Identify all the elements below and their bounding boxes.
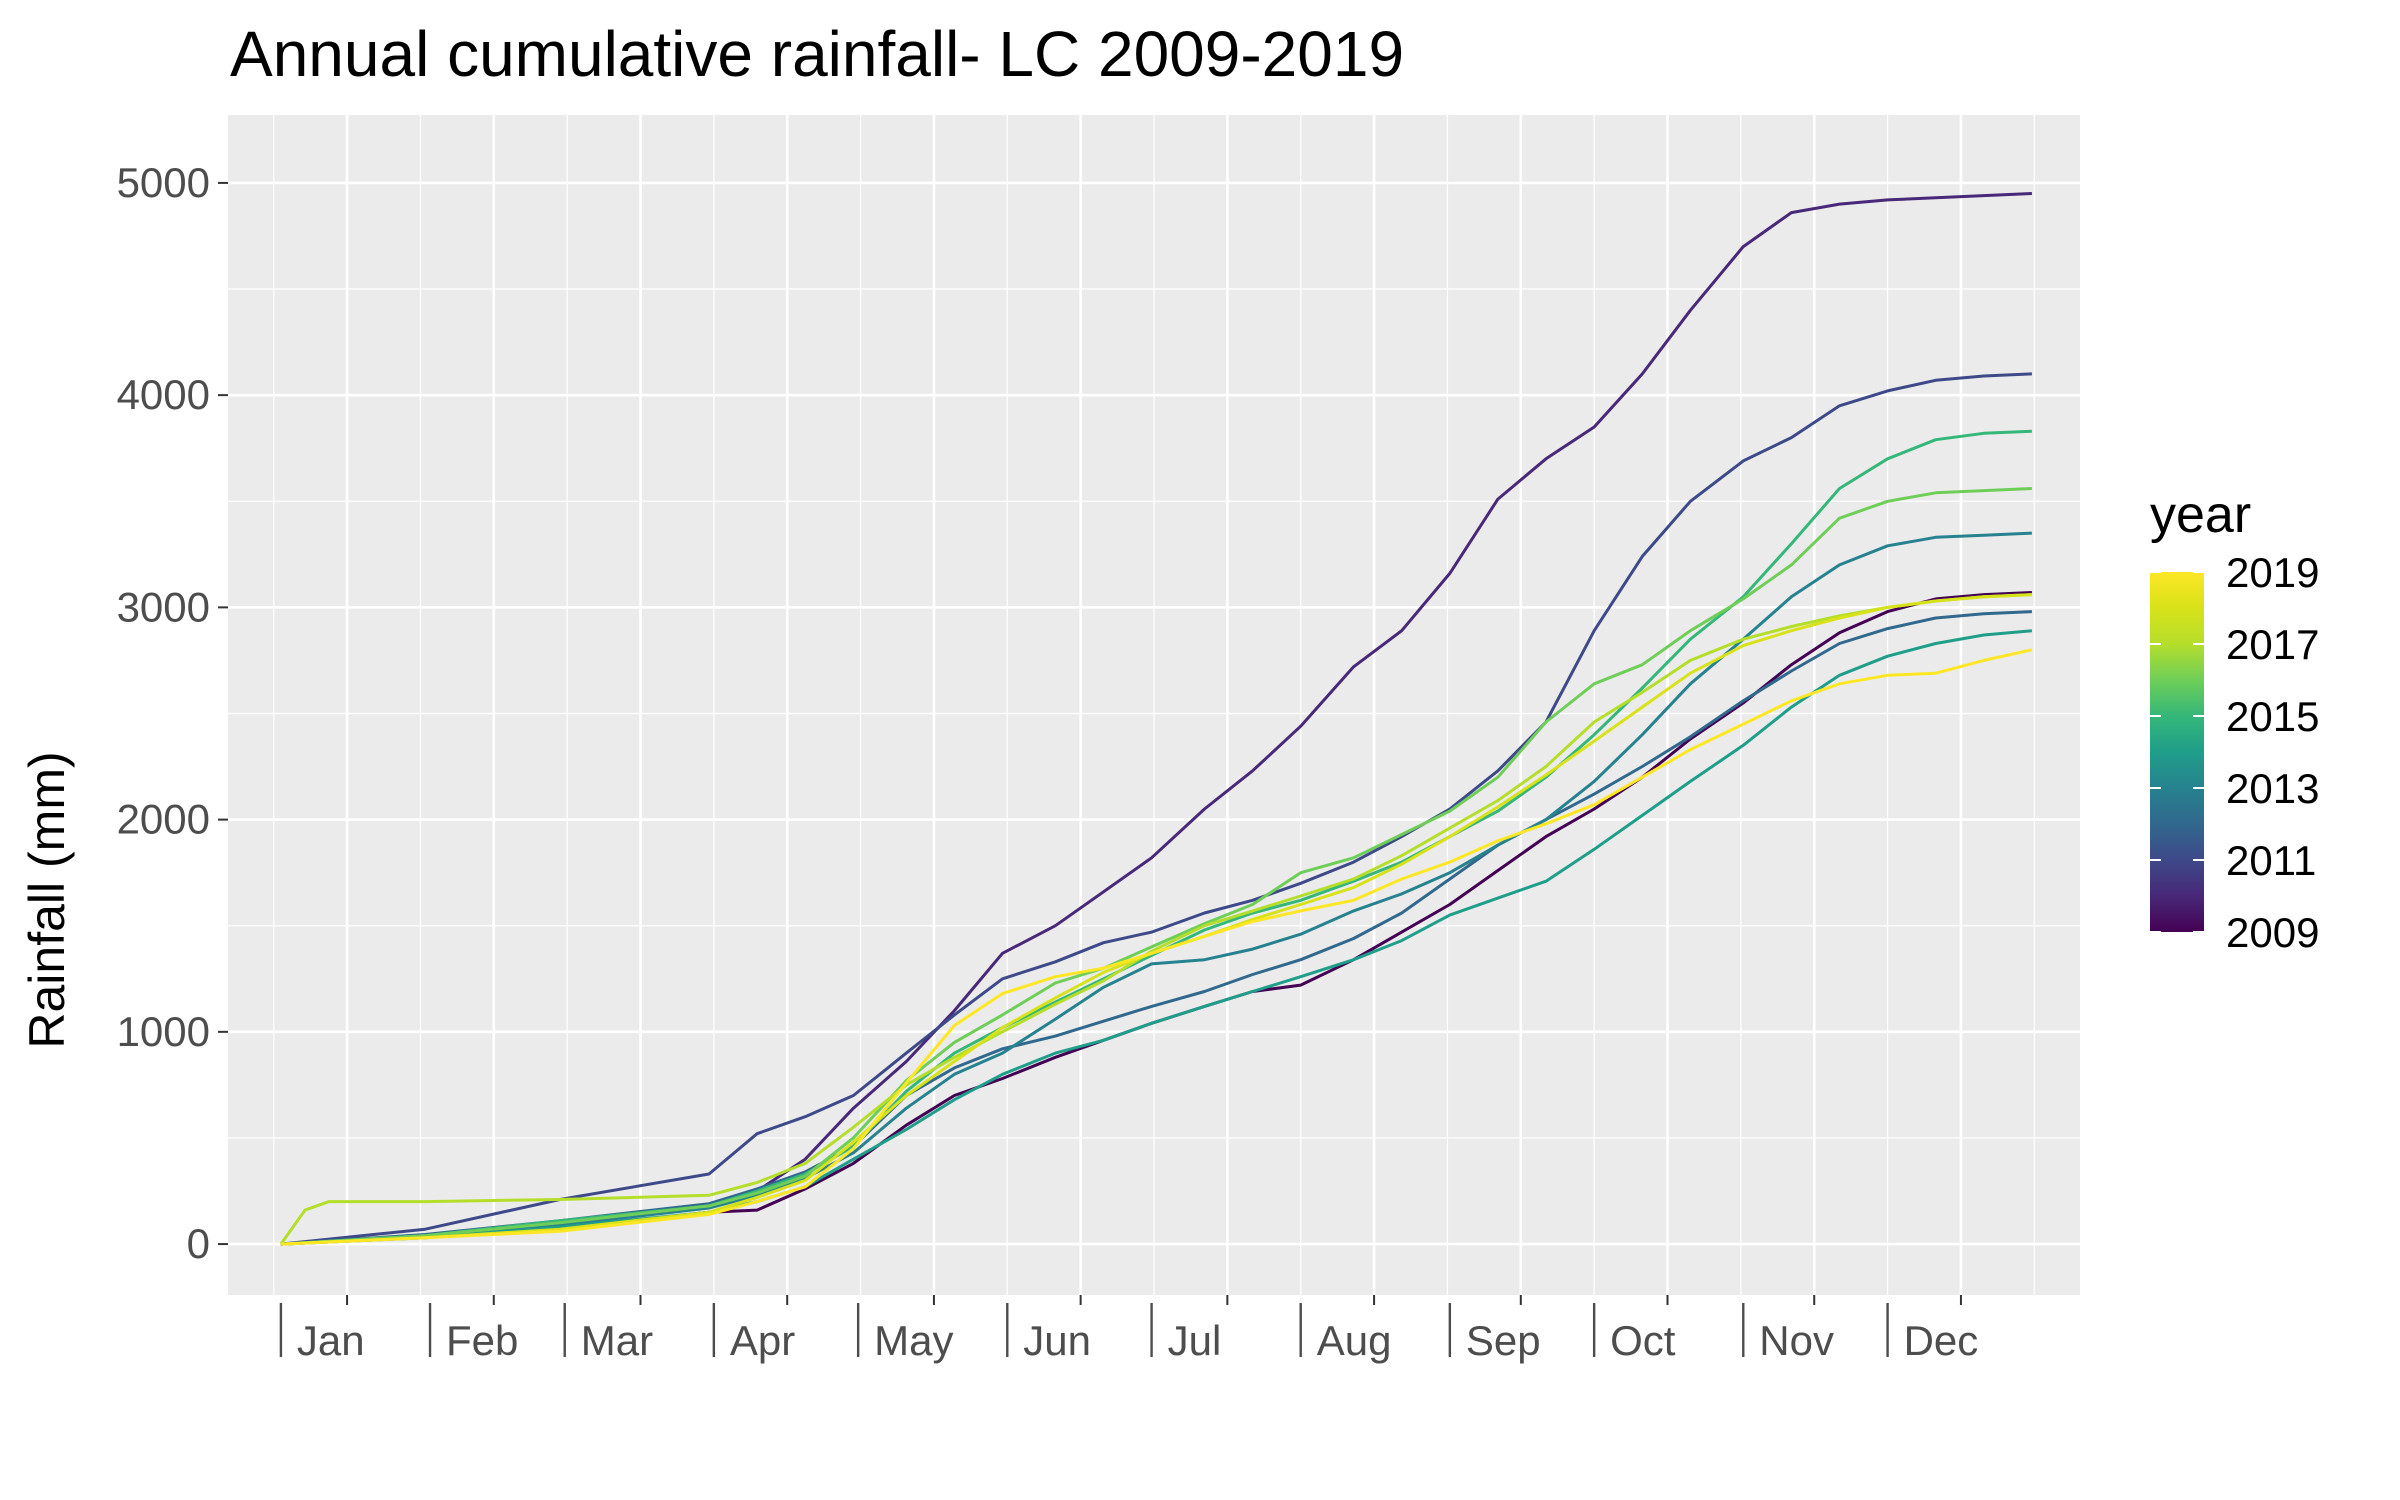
series-line-2010 [280,192,2032,1246]
y-axis-title: Rainfall (mm) [19,751,75,1048]
series-line-2015 [280,429,2032,1246]
x-tick-label: Jul [1168,1317,1222,1364]
legend: year 2019 2017 2015 2013 2011 2009 [2150,486,2319,956]
y-tick-label: 0 [187,1220,210,1267]
x-tick-label: Aug [1317,1317,1392,1364]
y-tick-label: 4000 [117,371,210,418]
x-tick-label: Mar [581,1317,653,1364]
grid-major [228,115,2080,1295]
series-layer [279,192,2033,1246]
legend-label: 2011 [2226,837,2316,884]
x-tick-label: May [874,1317,953,1364]
x-tick-label: Jan [297,1317,365,1364]
legend-colorbar [2150,572,2204,932]
series-line-2011 [280,372,2032,1246]
series-line-2013 [280,531,2032,1246]
x-tick-label: Dec [1904,1317,1979,1364]
x-tick-label: Apr [730,1317,795,1364]
y-tick-label: 1000 [117,1008,210,1055]
y-tick-label: 2000 [117,796,210,843]
legend-label: 2009 [2226,909,2319,956]
y-axis: 0 1000 2000 3000 4000 5000 [117,159,228,1267]
chart-title: Annual cumulative rainfall- LC 2009-2019 [230,18,1404,90]
y-tick-label: 5000 [117,159,210,206]
legend-ticks: 2019 2017 2015 2013 2011 2009 [2150,549,2319,956]
series-line-2009 [280,591,2032,1246]
series-line-2012 [280,610,2032,1246]
x-tick-label: Feb [446,1317,518,1364]
legend-label: 2013 [2226,765,2319,812]
x-tick-label: Oct [1610,1317,1676,1364]
legend-label: 2017 [2226,621,2319,668]
series-line-2018 [280,593,2032,1246]
legend-label: 2019 [2226,549,2319,596]
legend-title: year [2150,486,2251,544]
series-line-2017 [279,593,2032,1245]
x-tick-label: Jun [1023,1317,1091,1364]
x-axis: Jan Feb Mar Apr May Jun Jul Aug Sep Oct Nov Dec [279,1295,1979,1364]
x-tick-label: Sep [1466,1317,1541,1364]
x-tick-label: Nov [1759,1317,1834,1364]
series-line-2019 [280,648,2033,1246]
legend-label: 2015 [2226,693,2319,740]
series-line-2016 [280,487,2032,1246]
y-tick-label: 3000 [117,583,210,630]
